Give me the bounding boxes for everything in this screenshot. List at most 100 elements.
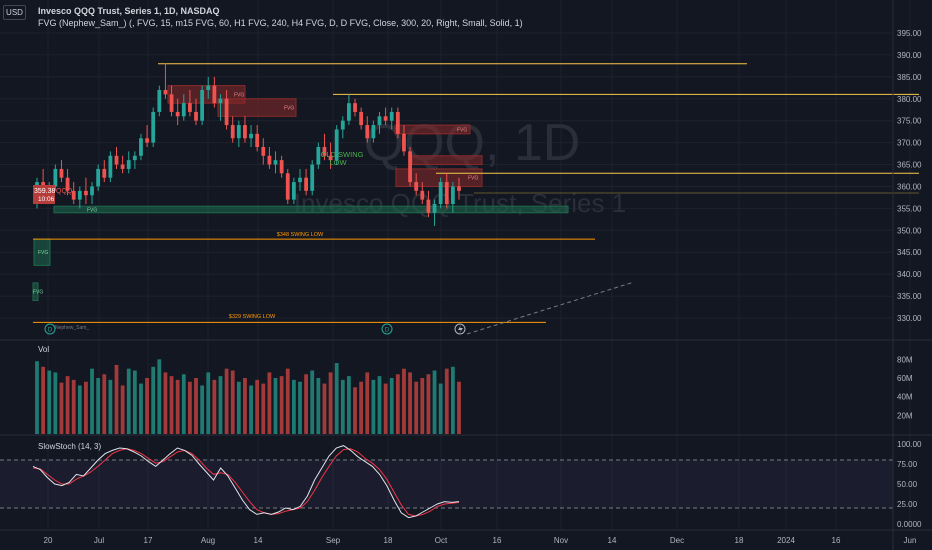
volume-bar[interactable] (102, 374, 107, 434)
candle[interactable] (408, 147, 412, 187)
volume-bar[interactable] (249, 385, 253, 434)
candle[interactable] (322, 133, 327, 161)
volume-bar[interactable] (438, 383, 443, 434)
volume-bar[interactable] (194, 378, 198, 434)
candle[interactable] (457, 177, 461, 200)
candle[interactable] (438, 177, 443, 209)
candle[interactable] (414, 173, 419, 196)
candle[interactable] (395, 107, 400, 139)
volume-bar[interactable] (347, 376, 351, 434)
volume-bar[interactable] (255, 379, 260, 434)
candle[interactable] (188, 90, 192, 117)
volume-bar[interactable] (450, 366, 455, 434)
candle[interactable] (169, 85, 174, 117)
candle[interactable] (90, 182, 94, 204)
volume-bar[interactable] (402, 368, 406, 434)
candle[interactable] (71, 182, 76, 204)
candle[interactable] (371, 120, 376, 143)
candle[interactable] (444, 173, 449, 209)
volume-bar[interactable] (84, 381, 88, 434)
volume-bar[interactable] (169, 376, 174, 434)
candle[interactable] (132, 151, 137, 169)
candle[interactable] (181, 94, 186, 121)
volume-bar[interactable] (377, 376, 382, 434)
volume-bar[interactable] (126, 368, 131, 434)
volume-bar[interactable] (224, 368, 229, 434)
volume-bar[interactable] (96, 378, 101, 434)
volume-bar[interactable] (188, 381, 192, 434)
volume-bar[interactable] (243, 378, 247, 434)
volume-bar[interactable] (77, 385, 82, 434)
candle[interactable] (432, 199, 437, 226)
candle[interactable] (261, 138, 266, 165)
stoch-d-line[interactable] (32, 448, 460, 517)
volume-bar[interactable] (108, 379, 113, 434)
indicator-line[interactable]: FVG (Nephew_Sam_) (, FVG, 15, m15 FVG, 6… (38, 18, 523, 28)
candle[interactable] (59, 160, 64, 183)
volume-bar[interactable] (236, 381, 241, 434)
candle[interactable] (383, 107, 388, 126)
volume-bar[interactable] (261, 383, 266, 434)
volume-bar[interactable] (114, 364, 119, 434)
volume-bar[interactable] (157, 359, 162, 434)
symbol-line[interactable]: Invesco QQQ Trust, Series 1, 1D, NASDAQ (38, 6, 220, 16)
volume-bar[interactable] (365, 372, 370, 434)
volume-bar[interactable] (432, 370, 437, 434)
candle[interactable] (120, 155, 125, 174)
volume-bar[interactable] (371, 379, 376, 434)
volume-bar[interactable] (322, 383, 327, 434)
volume-bar[interactable] (65, 376, 70, 434)
candle[interactable] (139, 133, 143, 161)
candle[interactable] (230, 116, 235, 143)
stoch-k-line[interactable] (32, 445, 460, 519)
volume-bar[interactable] (132, 370, 137, 434)
candle[interactable] (420, 182, 425, 204)
candle[interactable] (450, 182, 455, 213)
volume-bar[interactable] (206, 372, 211, 434)
candle[interactable] (77, 186, 82, 209)
volume-bar[interactable] (59, 382, 64, 434)
volume-bar[interactable] (35, 361, 39, 434)
candle[interactable] (340, 116, 345, 139)
candle[interactable] (328, 142, 333, 169)
candle[interactable] (224, 90, 229, 130)
candle[interactable] (316, 142, 321, 169)
candle[interactable] (389, 107, 394, 130)
volume-bar[interactable] (47, 370, 52, 434)
candle[interactable] (243, 116, 247, 143)
candle[interactable] (145, 125, 149, 147)
volume-bar[interactable] (316, 378, 321, 434)
volume-bar[interactable] (304, 374, 308, 434)
volume-bar[interactable] (230, 370, 235, 434)
volume-bar[interactable] (273, 378, 278, 434)
volume-bar[interactable] (279, 376, 284, 434)
volume-bar[interactable] (285, 368, 290, 434)
candle[interactable] (108, 151, 113, 183)
candle[interactable] (298, 168, 302, 191)
volume-bar[interactable] (175, 379, 180, 434)
projection-line[interactable] (466, 281, 635, 335)
volume-bar[interactable] (291, 379, 296, 434)
volume-bar[interactable] (53, 372, 58, 434)
volume-bar[interactable] (395, 374, 400, 434)
candle[interactable] (96, 164, 101, 191)
candle[interactable] (175, 98, 180, 126)
volume-pane[interactable]: Vol (35, 345, 461, 434)
volume-bar[interactable] (145, 378, 149, 434)
volume-bar[interactable] (181, 374, 186, 434)
candle[interactable] (212, 76, 217, 108)
candle[interactable] (310, 160, 315, 196)
volume-bar[interactable] (200, 385, 205, 434)
volume-bar[interactable] (163, 372, 168, 434)
candle[interactable] (218, 94, 223, 121)
volume-bar[interactable] (212, 379, 217, 434)
candle[interactable] (285, 168, 290, 204)
volume-bar[interactable] (359, 381, 364, 434)
dividend-marker[interactable] (44, 323, 56, 335)
candle[interactable] (304, 168, 308, 196)
volume-bar[interactable] (139, 383, 143, 434)
candle[interactable] (347, 94, 351, 126)
candle[interactable] (53, 164, 58, 191)
volume-bar[interactable] (328, 372, 333, 434)
